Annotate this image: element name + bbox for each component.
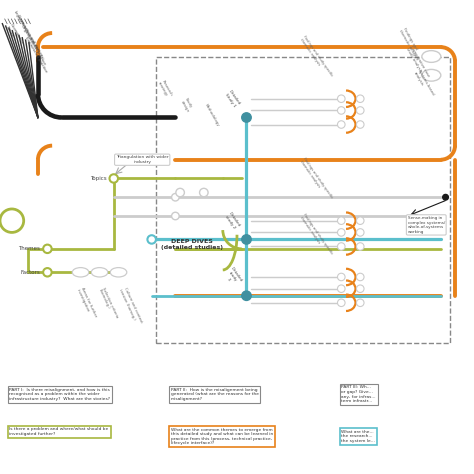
Text: What are the common themes to emerge from
this detailed study and what can be le: What are the common themes to emerge fro… xyxy=(171,428,273,446)
Circle shape xyxy=(147,235,156,244)
Circle shape xyxy=(356,95,364,102)
Circle shape xyxy=(337,217,345,225)
Text: Engineering practice: Engineering practice xyxy=(24,36,47,73)
Circle shape xyxy=(337,121,345,128)
Circle shape xyxy=(356,217,364,225)
Circle shape xyxy=(337,107,345,114)
Circle shape xyxy=(356,228,364,236)
Text: Detailed
study
3: Detailed study 3 xyxy=(222,266,243,288)
Text: PART I:  Is there misalignment, and how is this
recognised as a problem within t: PART I: Is there misalignment, and how i… xyxy=(9,388,110,401)
Text: Findings and study-specific
thematic analysis: Findings and study-specific thematic ana… xyxy=(299,157,334,202)
Ellipse shape xyxy=(422,69,441,81)
Circle shape xyxy=(242,113,251,122)
Circle shape xyxy=(337,228,345,236)
Circle shape xyxy=(356,285,364,292)
Text: Ethics: Ethics xyxy=(5,26,14,38)
Circle shape xyxy=(43,268,52,276)
Circle shape xyxy=(356,299,364,307)
Ellipse shape xyxy=(91,268,108,277)
Text: What are the...
the research...
the system le...: What are the... the research... the syst… xyxy=(341,430,375,443)
Circle shape xyxy=(337,299,345,307)
Text: Areas for further
investigation: Areas for further investigation xyxy=(76,286,97,319)
Text: Themes: Themes xyxy=(18,246,40,251)
Text: Findings and study-specific
thematic analysis: Findings and study-specific thematic ana… xyxy=(299,213,334,258)
Circle shape xyxy=(172,193,179,201)
Circle shape xyxy=(172,212,179,220)
Text: Sense-making in
complex systems/
whole-of-systems
working: Sense-making in complex systems/ whole-o… xyxy=(408,216,445,234)
Circle shape xyxy=(356,121,364,128)
Circle shape xyxy=(43,245,52,253)
Circle shape xyxy=(356,273,364,281)
Text: Detailed
study 2: Detailed study 2 xyxy=(224,211,241,230)
Text: Topics: Topics xyxy=(90,176,107,181)
Text: Methodology: Methodology xyxy=(204,103,220,127)
Circle shape xyxy=(337,95,345,102)
Circle shape xyxy=(0,209,24,232)
Ellipse shape xyxy=(72,268,89,277)
Circle shape xyxy=(337,243,345,250)
Text: Findings and study-specific
thematic analysis: Findings and study-specific thematic ana… xyxy=(299,35,334,80)
Text: Comparative case
study analysis: Comparative case study analysis xyxy=(405,45,430,80)
Circle shape xyxy=(176,188,184,197)
Circle shape xyxy=(356,107,364,114)
Text: Study
design: Study design xyxy=(180,97,194,113)
Circle shape xyxy=(200,188,208,197)
Text: Culture and context
tension (homog.): Culture and context tension (homog.) xyxy=(118,286,143,325)
Text: Selection criteria
(homolog.): Selection criteria (homolog.) xyxy=(97,286,119,320)
Text: Governance: Governance xyxy=(9,22,24,45)
Circle shape xyxy=(337,273,345,281)
Text: Triangulation with wider
industry: Triangulation with wider industry xyxy=(116,155,169,164)
Text: Is there a problem and where/what should be
investigated further?: Is there a problem and where/what should… xyxy=(9,428,109,436)
Circle shape xyxy=(337,285,345,292)
Ellipse shape xyxy=(422,51,441,63)
Text: DEEP DIVES
(detailed studies): DEEP DIVES (detailed studies) xyxy=(161,239,223,249)
Text: Governance and strategy: Governance and strategy xyxy=(16,14,45,59)
Circle shape xyxy=(242,235,251,244)
Text: Factors: Factors xyxy=(20,270,40,275)
Circle shape xyxy=(242,291,251,301)
Text: Detailed
Study 1: Detailed Study 1 xyxy=(224,89,241,108)
Text: Systems-based
analysis: Systems-based analysis xyxy=(412,69,435,99)
Text: PART II:  How is the misalignment being
generated (what are the reasons for the
: PART II: How is the misalignment being g… xyxy=(171,388,259,401)
Circle shape xyxy=(356,243,364,250)
Text: Research
strategy: Research strategy xyxy=(156,79,173,99)
Text: Organisational practice: Organisational practice xyxy=(20,24,46,66)
Text: PART III: Wh...
or gap? Give...
any, for infras...
term infrastr...: PART III: Wh... or gap? Give... any, for… xyxy=(341,385,376,403)
Circle shape xyxy=(109,174,118,182)
Circle shape xyxy=(443,194,448,200)
Ellipse shape xyxy=(110,268,127,277)
Text: Legislation/frameworks: Legislation/frameworks xyxy=(12,10,38,52)
Text: Findings and
thematic analysis: Findings and thematic analysis xyxy=(398,27,423,61)
